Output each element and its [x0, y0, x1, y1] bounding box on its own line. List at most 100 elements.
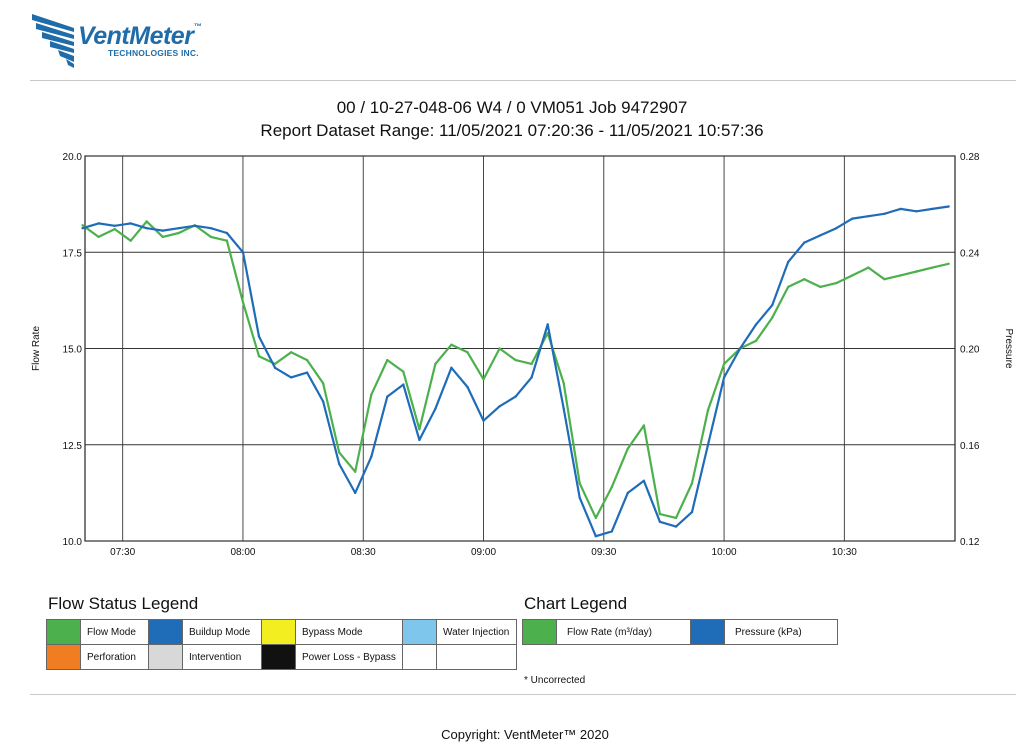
copyright: Copyright: VentMeter™ 2020 — [441, 727, 609, 742]
flow-rate-point — [450, 343, 453, 346]
pressure-point — [931, 207, 934, 211]
x-tick-label: 10:30 — [832, 547, 857, 558]
legend-label-buildup-mode: Buildup Mode — [182, 619, 262, 645]
pressure-point — [338, 462, 341, 466]
flow-rate-point — [241, 301, 245, 304]
pressure-point — [738, 347, 742, 350]
flow-rate-point — [578, 482, 581, 485]
pressure-point — [241, 251, 245, 254]
flow-rate-point — [674, 516, 678, 520]
legend-swatch-perforation — [46, 644, 81, 670]
flow-rate-point — [113, 227, 116, 231]
y2-tick-label: 0.24 — [960, 248, 980, 259]
flow-rate-point — [225, 239, 229, 242]
pressure-point — [129, 222, 132, 225]
flow-rate-point — [931, 266, 934, 269]
flow-rate-point — [81, 224, 84, 227]
pressure-point — [161, 229, 164, 232]
flow-rate-point — [418, 428, 421, 431]
legend-swatch-empty — [402, 644, 437, 670]
flow-rate-point — [386, 358, 389, 362]
pressure-point — [97, 222, 100, 225]
flow-rate-point — [370, 393, 373, 396]
flow-rate-point — [626, 447, 629, 450]
flow-rate-point — [97, 235, 100, 239]
x-tick-label: 07:30 — [110, 547, 135, 558]
legend-swatch-flow-mode — [46, 619, 81, 645]
pressure-point — [289, 376, 293, 379]
report-title: 00 / 10-27-048-06 W4 / 0 VM051 Job 94729… — [336, 98, 688, 117]
pressure-point — [177, 227, 180, 230]
report-range: Report Dataset Range: 11/05/2021 07:20:3… — [260, 121, 764, 140]
flow-rate-point — [257, 355, 261, 358]
pressure-point — [835, 227, 838, 230]
legend-label-empty — [436, 644, 517, 670]
pressure-point — [209, 227, 213, 230]
flow-rate-point — [690, 482, 694, 485]
pressure-point — [867, 215, 870, 218]
y-tick-label: 15.0 — [63, 345, 83, 356]
y-tick-label: 17.5 — [63, 248, 83, 259]
flow-rate-point — [883, 278, 886, 281]
chart-legend-label-pressure: Pressure (kPa) — [724, 619, 838, 645]
flow-rate-point — [658, 512, 662, 516]
header-divider — [30, 80, 1016, 81]
x-tick-label: 08:00 — [230, 547, 255, 558]
pressure-point — [578, 496, 581, 499]
pressure-point — [915, 210, 918, 213]
pressure-point — [851, 217, 854, 220]
legend-swatch-power-loss-bypass — [261, 644, 296, 670]
flow-rate-point — [594, 516, 597, 520]
flow-rate-point — [787, 285, 790, 289]
y-tick-label: 10.0 — [63, 537, 83, 548]
legend-label-intervention: Intervention — [182, 644, 262, 670]
flow-rate-point — [642, 424, 646, 427]
pressure-point — [722, 376, 726, 379]
flow-rate-point — [466, 351, 469, 354]
flow-rate-point — [819, 285, 822, 289]
pressure-point — [145, 227, 148, 230]
legend-label-flow-mode: Flow Mode — [80, 619, 149, 645]
legend-label-perforation: Perforation — [80, 644, 149, 670]
pressure-point — [562, 407, 565, 410]
flow-rate-point — [177, 231, 180, 235]
pressure-point — [546, 323, 549, 326]
pressure-point — [482, 419, 485, 422]
flow-rate-point — [482, 378, 485, 381]
pressure-point — [530, 376, 533, 379]
x-tick-label: 09:00 — [471, 547, 496, 558]
pressure-point — [658, 520, 662, 523]
flow-rate-point — [754, 339, 758, 342]
flow-rate-point — [947, 262, 950, 265]
uncorrected-note: * Uncorrected — [524, 675, 586, 686]
pressure-point — [771, 304, 774, 307]
pressure-point — [787, 260, 790, 264]
legend-label-water-injection: Water Injection — [436, 619, 517, 645]
flow-rate-point — [402, 370, 405, 373]
flow-rate-point — [338, 451, 341, 454]
pressure-point — [434, 407, 437, 410]
pressure-point — [947, 205, 950, 208]
flow-rate-point — [835, 281, 838, 285]
chart-legend-title: Chart Legend — [524, 594, 628, 613]
legend-swatch-intervention — [148, 644, 183, 670]
flow-rate-point — [610, 485, 613, 489]
flow-rate-point — [867, 266, 870, 269]
x-tick-label: 09:30 — [591, 547, 616, 558]
chart-legend-swatch-pressure — [690, 619, 725, 645]
pressure-point — [626, 491, 629, 495]
pressure-point — [466, 385, 469, 389]
flow-rate-point — [289, 351, 293, 354]
pressure-point — [418, 438, 421, 442]
pressure-point — [883, 212, 886, 215]
y2-tick-label: 0.12 — [960, 537, 980, 548]
flow-rate-point — [722, 362, 726, 366]
pressure-point — [642, 479, 646, 482]
pressure-point — [690, 510, 694, 514]
pressure-point — [450, 366, 453, 369]
pressure-point — [674, 525, 678, 528]
y-tick-label: 20.0 — [63, 152, 83, 163]
flow-pressure-chart: 10.0 12.5 15.0 17.5 20.0 0.12 0.16 0.20 0.24 0.28… — [31, 152, 1014, 558]
flow-rate-point — [161, 235, 164, 239]
pressure-point — [594, 535, 597, 538]
